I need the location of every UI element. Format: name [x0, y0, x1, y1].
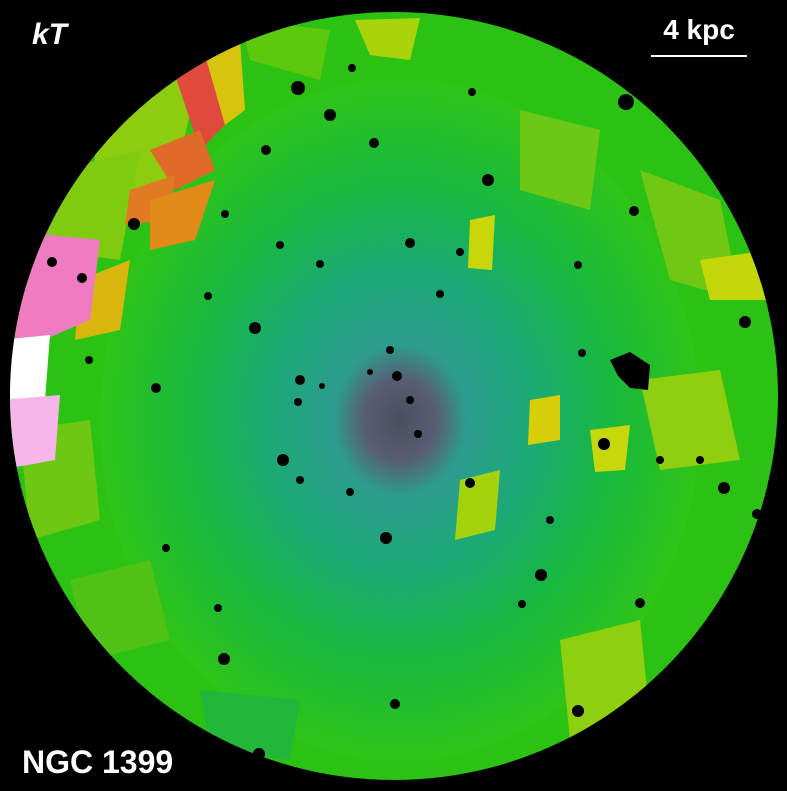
scale-bar-line — [651, 55, 747, 57]
scale-bar-label: 4 kpc — [663, 14, 735, 45]
point-source-masks — [47, 64, 762, 760]
map-label: kT — [32, 18, 68, 51]
object-name: NGC 1399 — [22, 744, 174, 780]
scale-bar: 4 kpc — [651, 14, 747, 57]
